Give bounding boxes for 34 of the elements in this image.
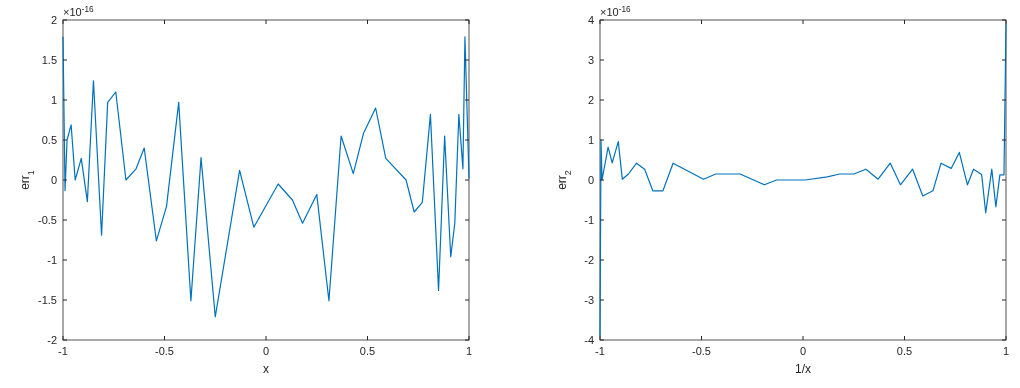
x-tick-label: -1 (595, 345, 605, 357)
x-tick-label: 0.5 (359, 345, 376, 357)
y-tick-label: 2 (50, 14, 57, 26)
y-tick-label: 0 (587, 174, 594, 186)
y-tick-label: -0.5 (38, 214, 57, 226)
text: ×10$^{-16}$ (600, 4, 632, 18)
y-tick-label: 1 (50, 94, 57, 106)
x-tick-label: 1 (465, 345, 473, 357)
y-tick-label: -4 (584, 334, 594, 346)
y-tick-label: 0 (50, 174, 57, 186)
x-tick-label: -0.5 (692, 345, 711, 357)
x-axis-title: x (263, 362, 269, 376)
y-tick-label: -1.5 (38, 294, 57, 306)
x-tick-label: 0 (262, 345, 270, 357)
x-tick-label: 1 (1002, 345, 1010, 357)
y-tick-label: -1 (47, 254, 57, 266)
y-tick-label: 3 (587, 54, 594, 66)
y-tick-label: 2 (587, 94, 594, 106)
x-axis-title: 1/x (794, 362, 812, 376)
y-tick-label: -3 (584, 294, 594, 306)
line-series (62, 36, 470, 318)
y-tick-label: 0.5 (41, 134, 57, 146)
y-tick-label: -2 (47, 334, 57, 346)
x-tick-label: 0 (799, 345, 807, 357)
y-tick-label: -1 (584, 214, 594, 226)
y-tick-label: 4 (587, 14, 594, 26)
text: ×10$^{-16}$ (63, 4, 95, 18)
x-tick-label: -0.5 (155, 345, 174, 357)
y-tick-label: 1 (587, 134, 594, 146)
y-tick-label: -2 (584, 254, 594, 266)
x-tick-label: 0.5 (896, 345, 913, 357)
x-tick-label: -1 (58, 345, 68, 357)
y-tick-label: 1.5 (41, 54, 57, 66)
line-series (599, 23, 1007, 337)
